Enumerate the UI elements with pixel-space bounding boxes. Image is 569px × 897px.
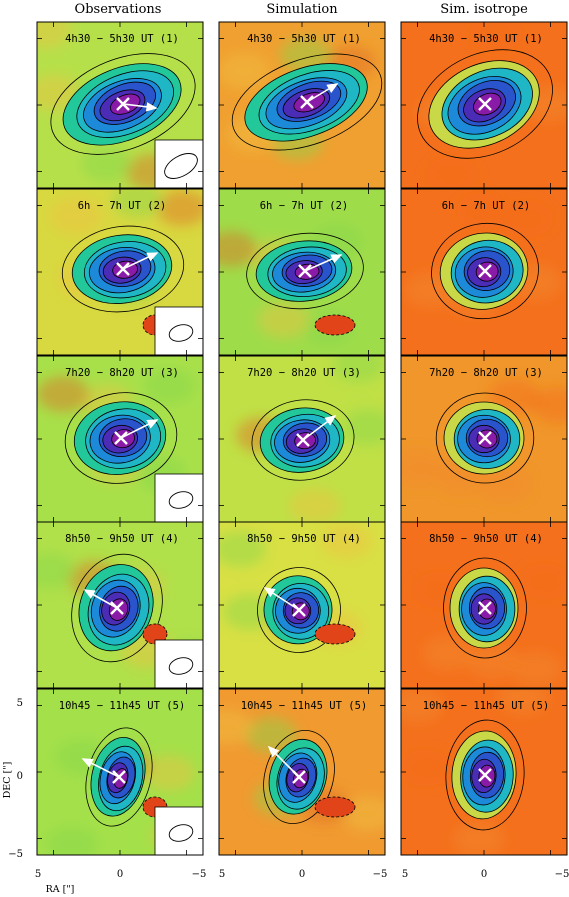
panel-area: 4h30 − 5h30 UT (1) 4h30 − 5h30 UT (1) 4h30… bbox=[36, 21, 568, 856]
panel-r3-c2: 7h20 − 8h20 UT (3) bbox=[218, 355, 386, 523]
direction-arrow bbox=[122, 252, 159, 270]
ytick-top: 5 bbox=[17, 698, 23, 709]
cross-marker bbox=[478, 601, 492, 615]
direction-arrow bbox=[120, 419, 159, 439]
panel-r4-c1: 8h50 − 9h50 UT (4) bbox=[36, 521, 204, 689]
cross-marker bbox=[116, 97, 130, 111]
panel-r2-c2: 6h − 7h UT (2) bbox=[218, 188, 386, 356]
contour-outer bbox=[231, 53, 383, 151]
cross-marker bbox=[298, 264, 312, 278]
cross-marker bbox=[478, 97, 492, 111]
panel-time-label: 8h50 − 9h50 UT (4) bbox=[65, 533, 179, 545]
direction-arrow bbox=[81, 758, 120, 778]
contour-outer bbox=[85, 727, 153, 827]
column-title-sim-isotrope: Sim. isotrope bbox=[440, 2, 528, 17]
xtick-iso-mid: 0 bbox=[481, 869, 487, 880]
contour-outer bbox=[251, 399, 355, 481]
panel-time-label: 8h50 − 9h50 UT (4) bbox=[429, 533, 543, 545]
contour-outer bbox=[61, 225, 185, 313]
contour-outer bbox=[431, 222, 539, 320]
panel-time-label: 7h20 − 8h20 UT (3) bbox=[65, 367, 179, 379]
panel-r4-c3: 8h50 − 9h50 UT (4) bbox=[400, 521, 568, 689]
contour-outer bbox=[64, 392, 178, 484]
xtick-obs-right: −5 bbox=[192, 869, 207, 880]
column-title-observations: Observations bbox=[75, 2, 162, 17]
contour-outer bbox=[257, 567, 341, 653]
contour-outer bbox=[417, 49, 553, 159]
panel-r5-c3: 10h45 − 11h45 UT (5) bbox=[400, 688, 568, 856]
panel-time-label: 6h − 7h UT (2) bbox=[260, 200, 349, 212]
panel-time-label: 7h20 − 8h20 UT (3) bbox=[247, 367, 361, 379]
ytick-bottom: −5 bbox=[8, 849, 23, 860]
panel-time-label: 4h30 − 5h30 UT (1) bbox=[429, 33, 543, 45]
panel-time-label: 6h − 7h UT (2) bbox=[442, 200, 531, 212]
beam-ellipse bbox=[168, 824, 194, 842]
panel-time-label: 10h45 − 11h45 UT (5) bbox=[241, 700, 367, 712]
cross-marker bbox=[110, 601, 124, 615]
panel-r4-c2: 8h50 − 9h50 UT (4) bbox=[218, 521, 386, 689]
panel-time-label: 4h30 − 5h30 UT (1) bbox=[65, 33, 179, 45]
negative-contour bbox=[314, 796, 356, 818]
xtick-sim-right: −5 bbox=[373, 869, 388, 880]
ytick-mid: 0 bbox=[17, 771, 23, 782]
cross-marker bbox=[292, 770, 306, 784]
x-axis-label: RA ["] bbox=[46, 884, 75, 895]
negative-contour bbox=[314, 623, 356, 645]
beam-inset bbox=[154, 139, 203, 188]
xtick-obs-left: 5 bbox=[35, 869, 41, 880]
negative-contour bbox=[314, 314, 356, 336]
panel-r1-c1: 4h30 − 5h30 UT (1) bbox=[36, 21, 204, 189]
panel-time-label: 10h45 − 11h45 UT (5) bbox=[59, 700, 185, 712]
panel-time-label: 7h20 − 8h20 UT (3) bbox=[429, 367, 543, 379]
cross-marker bbox=[478, 264, 492, 278]
cross-marker bbox=[116, 262, 130, 276]
panel-r5-c1: 10h45 − 11h45 UT (5) bbox=[36, 688, 204, 856]
panel-r3-c1: 7h20 − 8h20 UT (3) bbox=[36, 355, 204, 523]
beam-inset bbox=[154, 806, 203, 855]
y-axis-label: DEC ["] bbox=[2, 762, 13, 799]
panel-r2-c1: 6h − 7h UT (2) bbox=[36, 188, 204, 356]
panel-time-label: 4h30 − 5h30 UT (1) bbox=[247, 33, 361, 45]
panel-r1-c2: 4h30 − 5h30 UT (1) bbox=[218, 21, 386, 189]
xtick-iso-left: 5 bbox=[402, 869, 408, 880]
cross-marker bbox=[300, 95, 314, 109]
column-title-simulation: Simulation bbox=[266, 2, 338, 17]
beam-ellipse bbox=[164, 153, 198, 179]
panel-r5-c2: 10h45 − 11h45 UT (5) bbox=[218, 688, 386, 856]
contour-outer bbox=[443, 557, 527, 659]
direction-arrow bbox=[83, 589, 118, 609]
beam-ellipse bbox=[168, 657, 194, 675]
cross-marker bbox=[112, 770, 126, 784]
xtick-iso-right: −5 bbox=[555, 869, 569, 880]
direction-arrow bbox=[122, 102, 158, 112]
direction-arrow bbox=[263, 587, 300, 611]
cross-marker bbox=[296, 433, 310, 447]
direction-arrow bbox=[304, 254, 343, 272]
cross-marker bbox=[114, 431, 128, 445]
contour-outer bbox=[246, 232, 364, 310]
contour-outer bbox=[71, 553, 163, 663]
xtick-sim-left: 5 bbox=[219, 869, 225, 880]
cross-marker bbox=[478, 768, 492, 782]
contour-outer bbox=[435, 392, 535, 484]
beam-inset bbox=[154, 306, 203, 355]
beam-ellipse bbox=[168, 491, 194, 509]
panel-time-label: 10h45 − 11h45 UT (5) bbox=[423, 700, 549, 712]
cross-marker bbox=[478, 431, 492, 445]
panel-time-label: 8h50 − 9h50 UT (4) bbox=[247, 533, 361, 545]
beam-ellipse bbox=[168, 324, 194, 342]
cross-marker bbox=[292, 603, 306, 617]
contour-outer bbox=[445, 719, 525, 831]
panel-r1-c3: 4h30 − 5h30 UT (1) bbox=[400, 21, 568, 189]
direction-arrow bbox=[306, 83, 339, 103]
xtick-sim-mid: 0 bbox=[299, 869, 305, 880]
panel-r2-c3: 6h − 7h UT (2) bbox=[400, 188, 568, 356]
panel-r3-c3: 7h20 − 8h20 UT (3) bbox=[400, 355, 568, 523]
beam-inset bbox=[154, 473, 203, 522]
panel-time-label: 6h − 7h UT (2) bbox=[78, 200, 167, 212]
xtick-obs-mid: 0 bbox=[117, 869, 123, 880]
beam-inset bbox=[154, 639, 203, 688]
